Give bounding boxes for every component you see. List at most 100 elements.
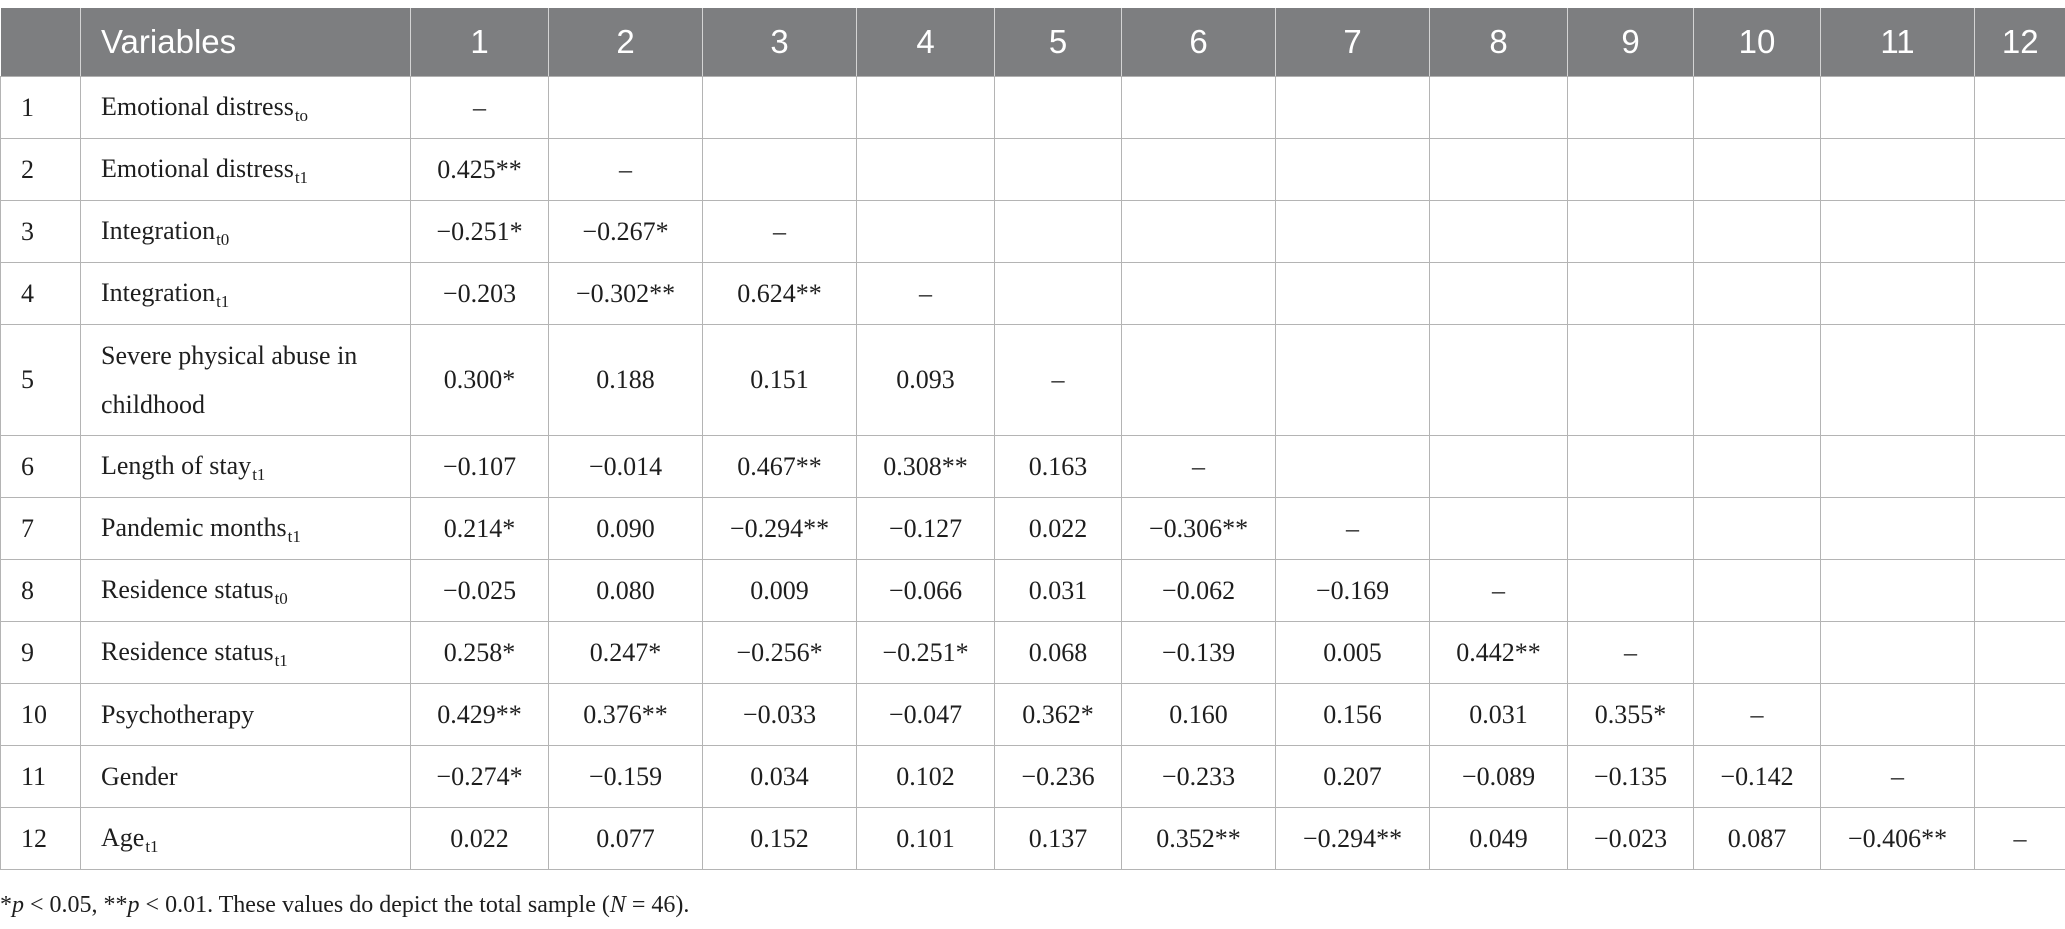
variable-name-cell: Aget1	[80, 807, 411, 870]
correlation-cell	[856, 200, 995, 263]
correlation-cell	[1567, 559, 1694, 622]
correlation-cell	[1820, 262, 1975, 325]
header-col-7: 7	[1275, 8, 1430, 77]
correlation-cell	[1820, 200, 1975, 263]
correlation-cell	[702, 138, 857, 201]
variable-name-cell: Residence statust0	[80, 559, 411, 622]
correlation-cell: –	[548, 138, 703, 201]
correlation-cell	[1974, 324, 2065, 436]
correlation-cell: 0.049	[1429, 807, 1568, 870]
correlation-cell	[1693, 621, 1821, 684]
correlation-cell: –	[1121, 435, 1276, 498]
correlation-cell: 0.031	[1429, 683, 1568, 746]
correlation-cell	[1693, 435, 1821, 498]
correlation-cell	[1820, 324, 1975, 436]
variable-name: Length of stay	[101, 450, 252, 480]
correlation-cell	[1567, 262, 1694, 325]
correlation-cell	[1275, 76, 1430, 139]
correlation-cell: 0.247*	[548, 621, 703, 684]
correlation-cell	[856, 76, 995, 139]
header-col-12: 12	[1974, 8, 2065, 77]
variable-name-cell: Psychotherapy	[80, 683, 411, 746]
correlation-cell: 0.080	[548, 559, 703, 622]
table-row: 11 Gender −0.274* −0.159 0.034 0.102 −0.236 −0.…	[0, 745, 2065, 808]
header-row: Variables 1 2 3 4 5 6 7 8 9 10 11 12	[0, 8, 2065, 77]
header-col-1: 1	[410, 8, 549, 77]
variable-subscript: t1	[274, 650, 288, 670]
correlation-cell	[1121, 262, 1276, 325]
correlation-cell	[994, 138, 1122, 201]
correlation-cell: 0.429**	[410, 683, 549, 746]
header-col-9: 9	[1567, 8, 1694, 77]
correlation-cell: −0.256*	[702, 621, 857, 684]
correlation-cell: 0.376**	[548, 683, 703, 746]
correlation-cell: 0.077	[548, 807, 703, 870]
table-row: 8 Residence statust0 −0.025 0.080 0.009 −0.06…	[0, 559, 2065, 622]
table-header: Variables 1 2 3 4 5 6 7 8 9 10 11 12	[0, 8, 2065, 77]
correlation-cell: 0.022	[410, 807, 549, 870]
correlation-cell	[1121, 324, 1276, 436]
correlation-cell: 0.355*	[1567, 683, 1694, 746]
correlation-cell	[994, 200, 1122, 263]
header-col-4: 4	[856, 8, 995, 77]
variable-name: Integration	[101, 215, 216, 245]
correlation-cell	[1693, 138, 1821, 201]
variable-name-cell: Residence statust1	[80, 621, 411, 684]
variable-subscript: t1	[252, 464, 266, 484]
correlation-cell: 0.308**	[856, 435, 995, 498]
correlation-cell	[1820, 621, 1975, 684]
correlation-cell: −0.023	[1567, 807, 1694, 870]
table-row: 12 Aget1 0.022 0.077 0.152 0.101 0.137 0.352** −…	[0, 807, 2065, 870]
correlation-cell: 0.152	[702, 807, 857, 870]
row-index: 12	[0, 807, 81, 870]
correlation-cell	[1974, 138, 2065, 201]
row-index: 4	[0, 262, 81, 325]
correlation-cell: −0.159	[548, 745, 703, 808]
correlation-cell	[1275, 138, 1430, 201]
correlation-cell: −0.306**	[1121, 497, 1276, 560]
correlation-cell: −0.014	[548, 435, 703, 498]
correlation-cell	[1275, 262, 1430, 325]
variable-subscript: to	[294, 105, 309, 125]
correlation-cell: 0.258*	[410, 621, 549, 684]
correlation-cell	[1429, 435, 1568, 498]
table-row: 6 Length of stayt1 −0.107 −0.014 0.467** 0.30…	[0, 435, 2065, 498]
correlation-cell: 0.090	[548, 497, 703, 560]
correlation-cell	[1567, 435, 1694, 498]
correlation-cell: 0.101	[856, 807, 995, 870]
table-row: 3 Integrationt0 −0.251* −0.267* –	[0, 200, 2065, 263]
correlation-cell: −0.302**	[548, 262, 703, 325]
header-col-10: 10	[1693, 8, 1821, 77]
variable-name-cell: Severe physical abuse in childhood	[80, 324, 411, 436]
correlation-cell: –	[1974, 807, 2065, 870]
variable-name-cell: Emotional distresst1	[80, 138, 411, 201]
correlation-cell: 0.022	[994, 497, 1122, 560]
correlation-cell: 0.214*	[410, 497, 549, 560]
correlation-cell: 0.156	[1275, 683, 1430, 746]
correlation-cell: −0.066	[856, 559, 995, 622]
correlation-cell: –	[410, 76, 549, 139]
table-row: 4 Integrationt1 −0.203 −0.302** 0.624** –	[0, 262, 2065, 325]
correlation-cell: −0.294**	[702, 497, 857, 560]
correlation-cell	[1820, 76, 1975, 139]
correlation-cell: 0.102	[856, 745, 995, 808]
table-row: 7 Pandemic monthst1 0.214* 0.090 −0.294** −0.…	[0, 497, 2065, 560]
header-col-6: 6	[1121, 8, 1276, 77]
correlation-cell	[1567, 76, 1694, 139]
variable-subscript: t1	[145, 836, 159, 856]
correlation-cell	[1567, 324, 1694, 436]
correlation-cell: –	[1567, 621, 1694, 684]
row-index: 1	[0, 76, 81, 139]
correlation-cell	[1974, 621, 2065, 684]
correlation-cell	[1567, 138, 1694, 201]
correlation-cell: −0.267*	[548, 200, 703, 263]
variable-name-cell: Integrationt0	[80, 200, 411, 263]
variable-name: Emotional distress	[101, 91, 294, 121]
correlation-cell	[702, 76, 857, 139]
correlation-cell: 0.624**	[702, 262, 857, 325]
variable-name-cell: Length of stayt1	[80, 435, 411, 498]
correlation-cell	[1820, 559, 1975, 622]
table-footnote: *p < 0.05, **p < 0.01. These values do d…	[0, 892, 690, 918]
variable-name: Gender	[101, 762, 178, 791]
correlation-cell	[1693, 324, 1821, 436]
